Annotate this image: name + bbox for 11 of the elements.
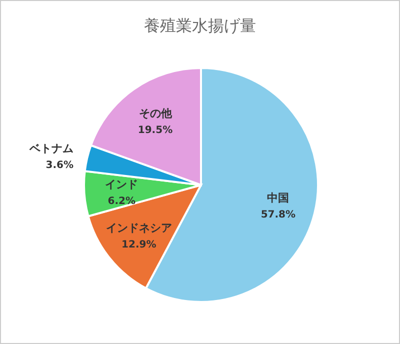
slice-label: インドネシア <box>106 222 172 235</box>
chart-title: 養殖業水揚げ量 <box>144 16 256 35</box>
slice-label: 中国 <box>267 191 290 204</box>
slice-label: その他 <box>138 106 173 120</box>
slice-label: ベトナム <box>28 142 74 155</box>
data-label: 12.9% <box>122 240 156 251</box>
data-label: 57.8% <box>260 209 296 220</box>
data-label: 6.2% <box>108 196 136 207</box>
data-label: 3.6% <box>46 160 74 171</box>
slice-label: インド <box>105 178 138 191</box>
data-label: 19.5% <box>138 124 173 136</box>
